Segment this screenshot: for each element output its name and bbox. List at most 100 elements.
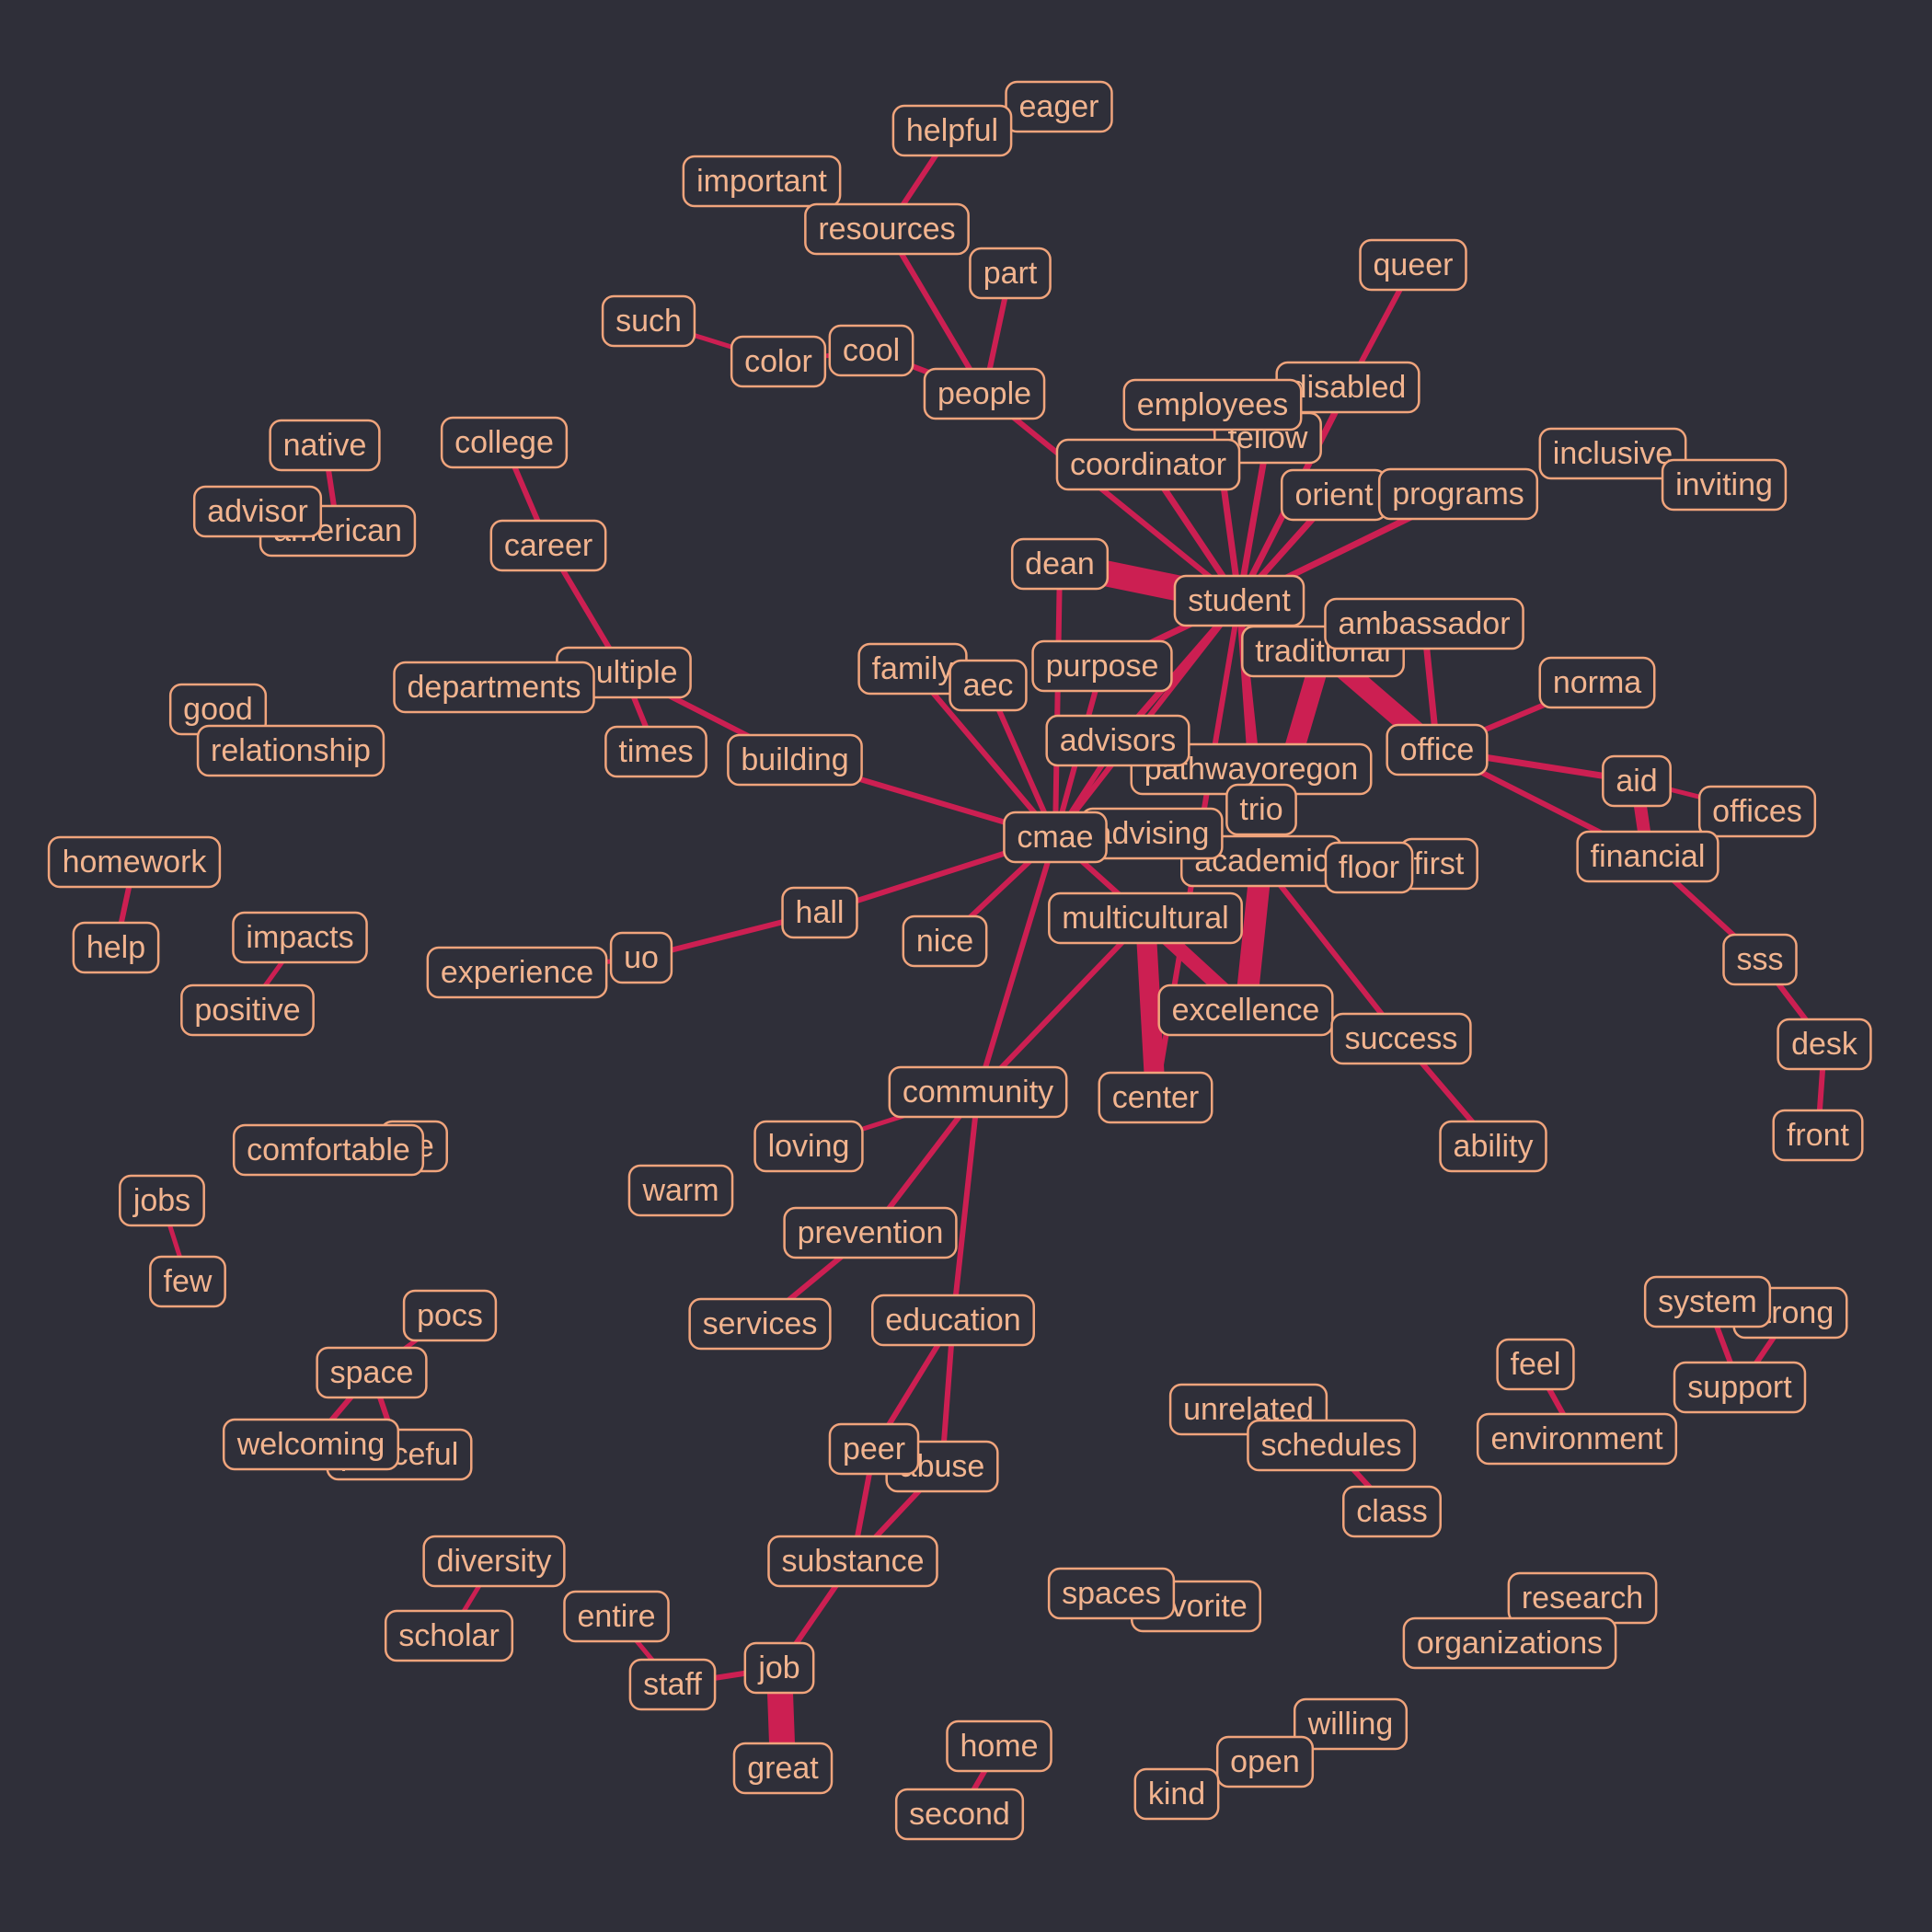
node-box — [1003, 811, 1108, 864]
node-box — [489, 519, 607, 572]
node-programs: programs — [1377, 467, 1539, 521]
node-label: research — [1522, 1581, 1643, 1616]
node-label: kind — [1148, 1777, 1205, 1811]
node-label: positive — [194, 993, 300, 1028]
node-advising: advising — [1080, 807, 1224, 860]
node-inclusive: inclusive — [1538, 427, 1687, 480]
node-scholar: scholar — [384, 1609, 514, 1662]
node-label: advisor — [207, 494, 308, 529]
node-box — [1722, 933, 1798, 986]
node-label: desk — [1791, 1027, 1858, 1062]
node-label: people — [937, 376, 1031, 411]
node-queer: queer — [1359, 238, 1467, 292]
node-label: floor — [1339, 850, 1399, 885]
node-box — [1359, 238, 1467, 292]
node-family: family — [857, 642, 968, 696]
node-box — [894, 1788, 1025, 1841]
node-offices: offices — [1697, 785, 1817, 838]
node-color: color — [730, 335, 827, 388]
node-label: second — [909, 1797, 1010, 1832]
node-box — [119, 1174, 205, 1227]
node-box — [316, 1346, 428, 1399]
node-departments: departments — [393, 661, 595, 714]
node-few: few — [149, 1255, 226, 1308]
node-box — [1538, 427, 1687, 480]
node-box — [1777, 1018, 1872, 1071]
node-label: welcoming — [236, 1427, 385, 1462]
node-label: aec — [963, 668, 1014, 703]
node-box — [627, 1164, 734, 1217]
node-box — [192, 485, 323, 538]
node-uo: uo — [609, 931, 673, 984]
node-label: front — [1787, 1118, 1850, 1153]
node-box — [1133, 1767, 1220, 1821]
node-box — [828, 324, 914, 377]
node-orient: orient — [1280, 468, 1388, 522]
node-label: excellence — [1172, 993, 1320, 1028]
node-box — [563, 1590, 670, 1643]
node-label: disabled — [1290, 370, 1407, 405]
node-label: feel — [1511, 1347, 1561, 1382]
node-box — [1047, 1567, 1176, 1620]
node-such: such — [601, 294, 696, 348]
node-label: dean — [1025, 546, 1095, 581]
node-box — [871, 1294, 1035, 1347]
node-label: native — [283, 428, 367, 463]
node-box — [1098, 1071, 1213, 1124]
node-financial: financial — [1576, 830, 1719, 883]
node-box — [732, 1742, 834, 1795]
node-box — [1772, 1109, 1864, 1162]
node-help: help — [72, 921, 160, 974]
node-box — [393, 661, 595, 714]
node-positive: positive — [180, 983, 315, 1037]
node-label: jobs — [132, 1183, 190, 1218]
node-box — [1330, 1012, 1472, 1065]
node-norma: norma — [1538, 656, 1656, 709]
node-label: pocs — [417, 1298, 483, 1333]
node-label: important — [696, 164, 827, 199]
node-diversity: diversity — [422, 1535, 566, 1588]
node-peer: peer — [828, 1422, 920, 1476]
node-label: ability — [1454, 1129, 1534, 1164]
node-box — [1045, 714, 1190, 767]
node-label: entire — [577, 1599, 655, 1634]
node-box — [1293, 1697, 1409, 1751]
node-label: prevention — [798, 1215, 944, 1250]
node-box — [422, 1535, 566, 1588]
node-label: organizations — [1417, 1626, 1603, 1661]
node-multicultural: multicultural — [1048, 891, 1243, 945]
node-box — [628, 1658, 717, 1711]
node-label: great — [747, 1751, 819, 1786]
node-schedules: schedules — [1247, 1419, 1416, 1472]
node-box — [47, 835, 222, 889]
node-box — [1602, 754, 1672, 808]
node-willing: willing — [1293, 1697, 1409, 1751]
node-label: help — [86, 930, 145, 965]
node-services: services — [688, 1297, 832, 1351]
node-box — [1576, 830, 1719, 883]
node-label: community — [903, 1075, 1053, 1110]
node-spaces: spaces — [1047, 1567, 1176, 1620]
node-label: success — [1345, 1021, 1458, 1056]
node-label: student — [1188, 583, 1291, 618]
node-box — [609, 931, 673, 984]
node-label: warm — [641, 1173, 719, 1208]
node-label: system — [1658, 1284, 1757, 1319]
node-label: sss — [1737, 942, 1784, 977]
node-box — [804, 202, 970, 256]
edge-multicultural-center — [1135, 908, 1166, 1108]
node-support: support — [1673, 1361, 1807, 1414]
node-desk: desk — [1777, 1018, 1872, 1071]
node-label: cmae — [1017, 820, 1093, 855]
node-label: space — [330, 1355, 414, 1390]
node-label: advising — [1095, 816, 1210, 851]
node-label: advisors — [1060, 723, 1177, 758]
node-label: hall — [796, 895, 845, 930]
node-box — [783, 1206, 958, 1259]
node-box — [1673, 1361, 1807, 1414]
node-class: class — [1342, 1485, 1442, 1538]
node-box — [688, 1297, 832, 1351]
node-box — [1055, 438, 1241, 491]
node-label: comfortable — [247, 1133, 410, 1167]
node-staff: staff — [628, 1658, 717, 1711]
